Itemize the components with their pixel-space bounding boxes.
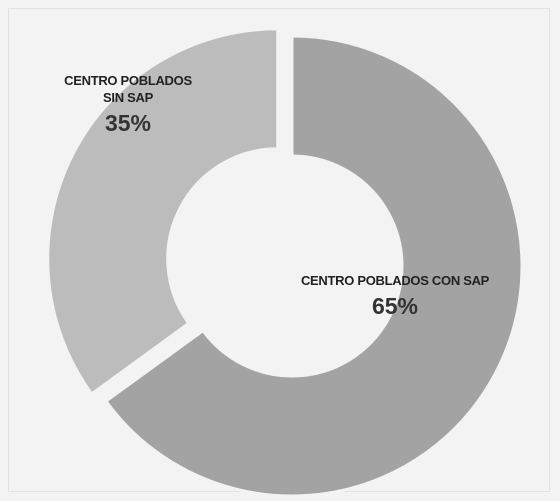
category-label: CENTRO POBLADOS CON SAP (300, 273, 490, 288)
category-label: CENTRO POBLADOS SIN SAP (64, 73, 192, 105)
slice (46, 27, 280, 397)
percent-label: 35% (104, 110, 152, 136)
slice-label: CENTRO POBLADOS SIN SAP 35% (28, 72, 228, 137)
slice (103, 34, 524, 498)
percent-label: 65% (371, 293, 419, 319)
slice-label: CENTRO POBLADOS CON SAP 65% (295, 272, 495, 320)
